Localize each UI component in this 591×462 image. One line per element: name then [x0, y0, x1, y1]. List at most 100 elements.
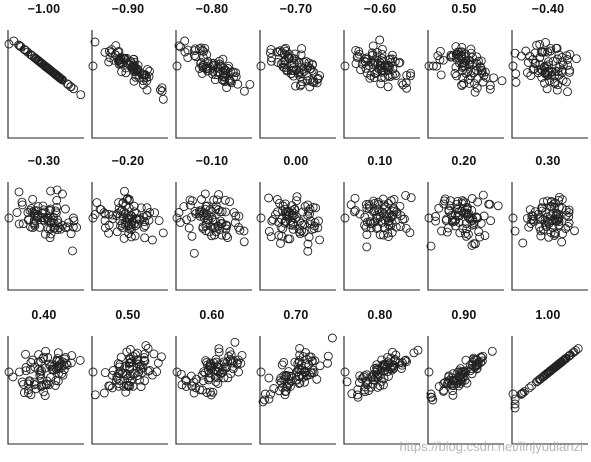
scatter-point: [472, 213, 482, 223]
scatter-panel: −0.30: [4, 152, 87, 306]
scatter-point: [301, 348, 311, 358]
scatter-point: [521, 46, 531, 56]
scatter-point: [570, 226, 579, 236]
scatter-point: [139, 70, 149, 80]
scatter-point: [140, 233, 150, 243]
axis-lines: [7, 30, 84, 139]
scatter-point: [43, 215, 53, 225]
scatter-point: [266, 232, 276, 242]
scatter-point: [469, 239, 479, 249]
scatter-point: [39, 352, 49, 362]
scatter-point: [40, 391, 50, 401]
scatter-point: [265, 48, 275, 58]
scatter-point: [186, 371, 196, 381]
scatter-point: [397, 78, 407, 88]
scatter-point: [373, 58, 383, 68]
scatter-point: [472, 59, 482, 68]
scatter-point: [564, 218, 574, 228]
scatter-point: [477, 356, 487, 366]
scatter-point: [40, 229, 50, 239]
scatter-point: [402, 357, 412, 367]
scatter-point: [26, 358, 36, 367]
panel-title: −1.00: [27, 2, 61, 16]
scatter-point: [202, 388, 212, 398]
scatter-point: [215, 225, 225, 235]
scatter-point: [264, 226, 274, 236]
scatter-point: [17, 377, 27, 387]
panel-title: 0.20: [451, 154, 477, 168]
scatter-point: [273, 207, 282, 217]
scatter-point: [260, 395, 269, 405]
scatter-point: [185, 195, 195, 205]
scatter-point: [197, 385, 207, 395]
scatter-point: [456, 47, 466, 57]
scatter-point: [129, 76, 139, 86]
scatter-point: [303, 239, 313, 249]
scatter-point: [524, 383, 534, 393]
scatter-plot: [4, 182, 84, 291]
scatter-point: [440, 196, 449, 206]
scatter-point: [395, 358, 404, 368]
scatter-point: [68, 246, 77, 256]
scatter-point: [364, 201, 374, 211]
scatter-point: [53, 218, 63, 228]
scatter-point: [368, 218, 378, 228]
scatter-point: [401, 223, 411, 233]
scatter-point: [487, 346, 497, 356]
scatter-point: [384, 371, 393, 381]
scatter-point: [14, 40, 24, 50]
scatter-point: [130, 231, 140, 241]
scatter-point: [195, 211, 205, 221]
scatter-point: [510, 48, 520, 58]
scatter-point: [234, 211, 244, 221]
scatter-point: [104, 381, 114, 391]
scatter-point: [536, 374, 546, 384]
scatter-point: [277, 360, 287, 370]
scatter-point: [278, 224, 288, 234]
scatter-point: [292, 192, 302, 202]
scatter-point: [207, 222, 217, 232]
scatter-point: [124, 380, 133, 390]
scatter-point: [210, 230, 219, 240]
scatter-panel: 1.00: [508, 306, 591, 460]
scatter-point: [474, 227, 484, 237]
scatter-point: [370, 364, 379, 374]
scatter-point: [200, 204, 210, 214]
scatter-point: [303, 76, 313, 86]
scatter-point: [541, 69, 551, 79]
scatter-point: [475, 232, 485, 242]
panel-title: −0.80: [195, 2, 229, 16]
scatter-point: [542, 84, 552, 94]
axis-lines: [427, 30, 504, 139]
scatter-point: [401, 78, 411, 88]
scatter-point: [294, 57, 304, 67]
scatter-point: [366, 382, 376, 392]
scatter-plot: [88, 182, 168, 291]
scatter-point: [120, 186, 129, 196]
scatter-point: [52, 202, 62, 212]
scatter-point: [388, 347, 397, 357]
axis-lines: [7, 336, 84, 445]
scatter-point: [114, 204, 124, 214]
scatter-point: [467, 369, 477, 379]
scatter-point: [69, 84, 79, 94]
scatter-point: [295, 343, 305, 353]
scatter-point: [231, 211, 241, 221]
scatter-point: [14, 219, 24, 229]
scatter-point: [541, 37, 550, 47]
scatter-point: [75, 355, 85, 365]
scatter-point: [452, 375, 462, 385]
scatter-point: [346, 200, 356, 210]
scatter-point: [142, 76, 152, 86]
scatter-point: [205, 205, 215, 214]
scatter-point: [551, 216, 561, 225]
scatter-point: [365, 73, 375, 83]
scatter-point: [15, 367, 24, 377]
scatter-point: [100, 209, 110, 219]
scatter-point: [104, 228, 114, 238]
scatter-point: [114, 198, 124, 208]
scatter-point: [460, 368, 470, 377]
scatter-point: [489, 73, 499, 83]
scatter-point: [29, 380, 39, 390]
scatter-point: [376, 73, 386, 83]
